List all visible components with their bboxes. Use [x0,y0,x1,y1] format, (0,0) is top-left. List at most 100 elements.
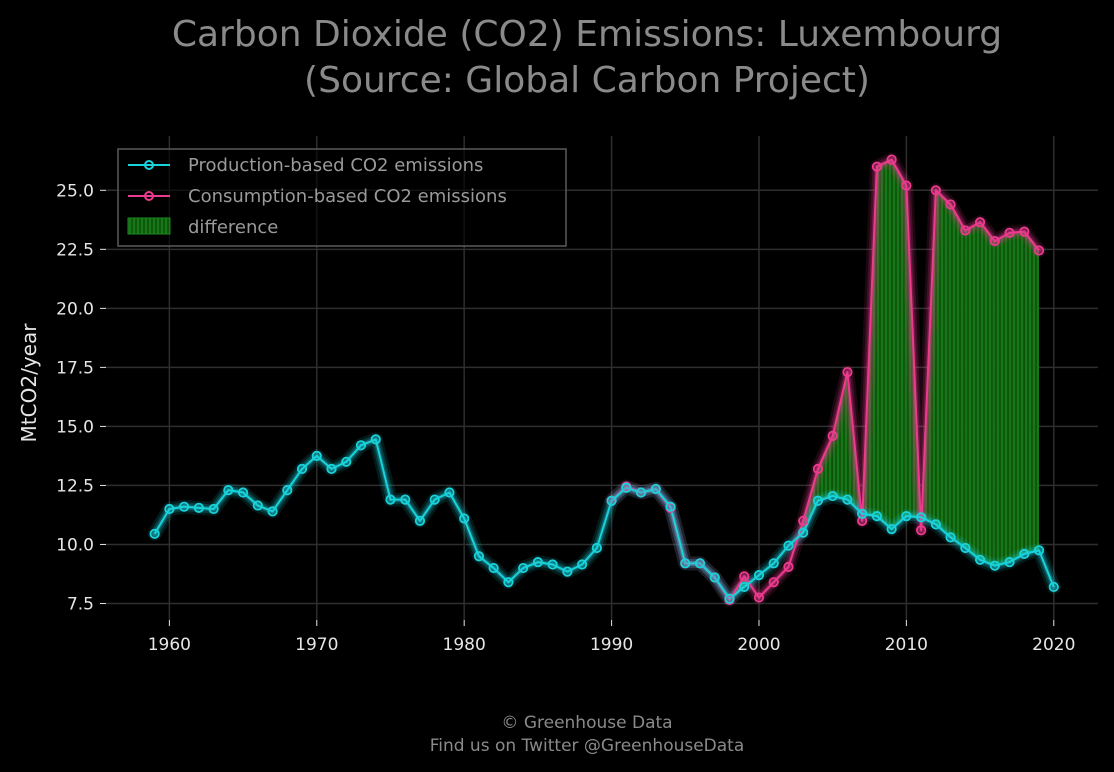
production-point [989,560,1000,571]
y-tick-label: 15.0 [56,417,94,437]
production-point [400,494,411,505]
legend-box [117,148,567,247]
production-point [753,570,765,581]
consumption-point [974,217,986,228]
production-point [960,542,971,554]
production-point [341,456,352,467]
legend-item-consumption: Consumption-based CO2 emissions [128,186,507,207]
production-point [193,502,204,513]
production-point [473,551,485,562]
series-lines [153,158,1055,601]
production-point [1048,581,1059,593]
consumption-point [960,225,971,236]
production-point [179,501,190,512]
production-point [739,581,750,593]
production-point [635,487,647,498]
difference-segment [817,435,833,501]
legend-difference-swatch [127,217,171,235]
y-tick-label: 22.5 [56,240,94,260]
production-point [532,557,543,568]
production-point [503,577,514,588]
y-tick-label: 12.5 [56,476,94,496]
difference-segment [1024,231,1040,554]
consumption-point [827,430,838,441]
production-point [1004,557,1015,568]
production-point [311,450,322,462]
production-point [429,494,440,505]
production-point [488,562,499,574]
production-point [370,434,381,445]
production-point [267,506,278,517]
y-tick-label: 25.0 [56,181,94,201]
difference-segment [950,204,966,548]
production-point [164,503,175,515]
x-tick-label: 2010 [885,635,928,655]
difference-segment [832,372,848,500]
production-point [842,494,853,505]
production-point [886,524,897,535]
x-tick-label: 1960 [148,635,191,655]
legend: Production-based CO2 emissions Consumpti… [117,148,567,247]
consumption-point [886,154,897,165]
production-point [798,527,809,538]
y-tick-label: 17.5 [56,358,94,378]
production-point [871,511,883,522]
difference-segment [994,232,1010,566]
production-point [547,559,558,570]
production-point [650,483,661,495]
production-point [665,501,676,512]
consumption-point [930,185,941,196]
x-tick-label: 1990 [590,635,633,655]
production-point [621,482,632,493]
consumption-point [798,515,809,526]
difference-segment [935,190,951,538]
production-point [518,562,529,574]
consumption-point [1004,227,1015,238]
production-point [974,554,986,565]
production-point [694,558,706,569]
production-point [355,440,367,451]
consumption-point [812,463,824,474]
production-point [724,593,735,604]
production-point [282,485,293,496]
production-point [916,512,927,523]
production-point [812,495,824,506]
consumption-point [916,525,927,536]
footer-copyright: © Greenhouse Data [501,713,673,733]
y-axis-label: MtCO2/year [17,323,41,443]
legend-difference-label: difference [188,217,278,238]
x-tick-label: 1980 [443,635,486,655]
production-point [783,540,794,551]
y-tick-label: 20.0 [56,299,94,319]
legend-production-label: Production-based CO2 emissions [188,155,483,176]
production-point [591,542,602,554]
production-point [385,494,396,505]
production-point [857,508,868,519]
difference-segment [980,222,995,566]
x-tick-label: 1970 [295,635,338,655]
consumption-point [1033,245,1045,256]
production-point [945,532,956,543]
difference-segment [876,159,892,530]
consumption-point [753,592,765,603]
production-point [252,500,263,511]
legend-consumption-swatch-marker [144,191,154,201]
difference-segment [1009,231,1025,563]
x-tick-label: 2020 [1032,635,1075,655]
production-point [1033,545,1045,556]
production-point [459,513,470,524]
production-point [827,490,838,502]
production-line [153,438,1055,600]
production-point [1019,548,1030,559]
production-point [414,515,426,526]
production-point [208,503,219,515]
legend-item-difference: difference [127,217,278,238]
production-point [326,463,337,474]
production-point [149,528,160,539]
production-point [444,487,455,498]
footer-twitter: Find us on Twitter @GreenhouseData [429,736,745,756]
axis-ticks: 1960 1970 1980 1990 2000 2010 2020 7.5 10.0 12.5 1… [56,181,1075,655]
production-point [930,519,941,530]
consumption-point [739,571,750,582]
consumption-point [857,515,868,526]
